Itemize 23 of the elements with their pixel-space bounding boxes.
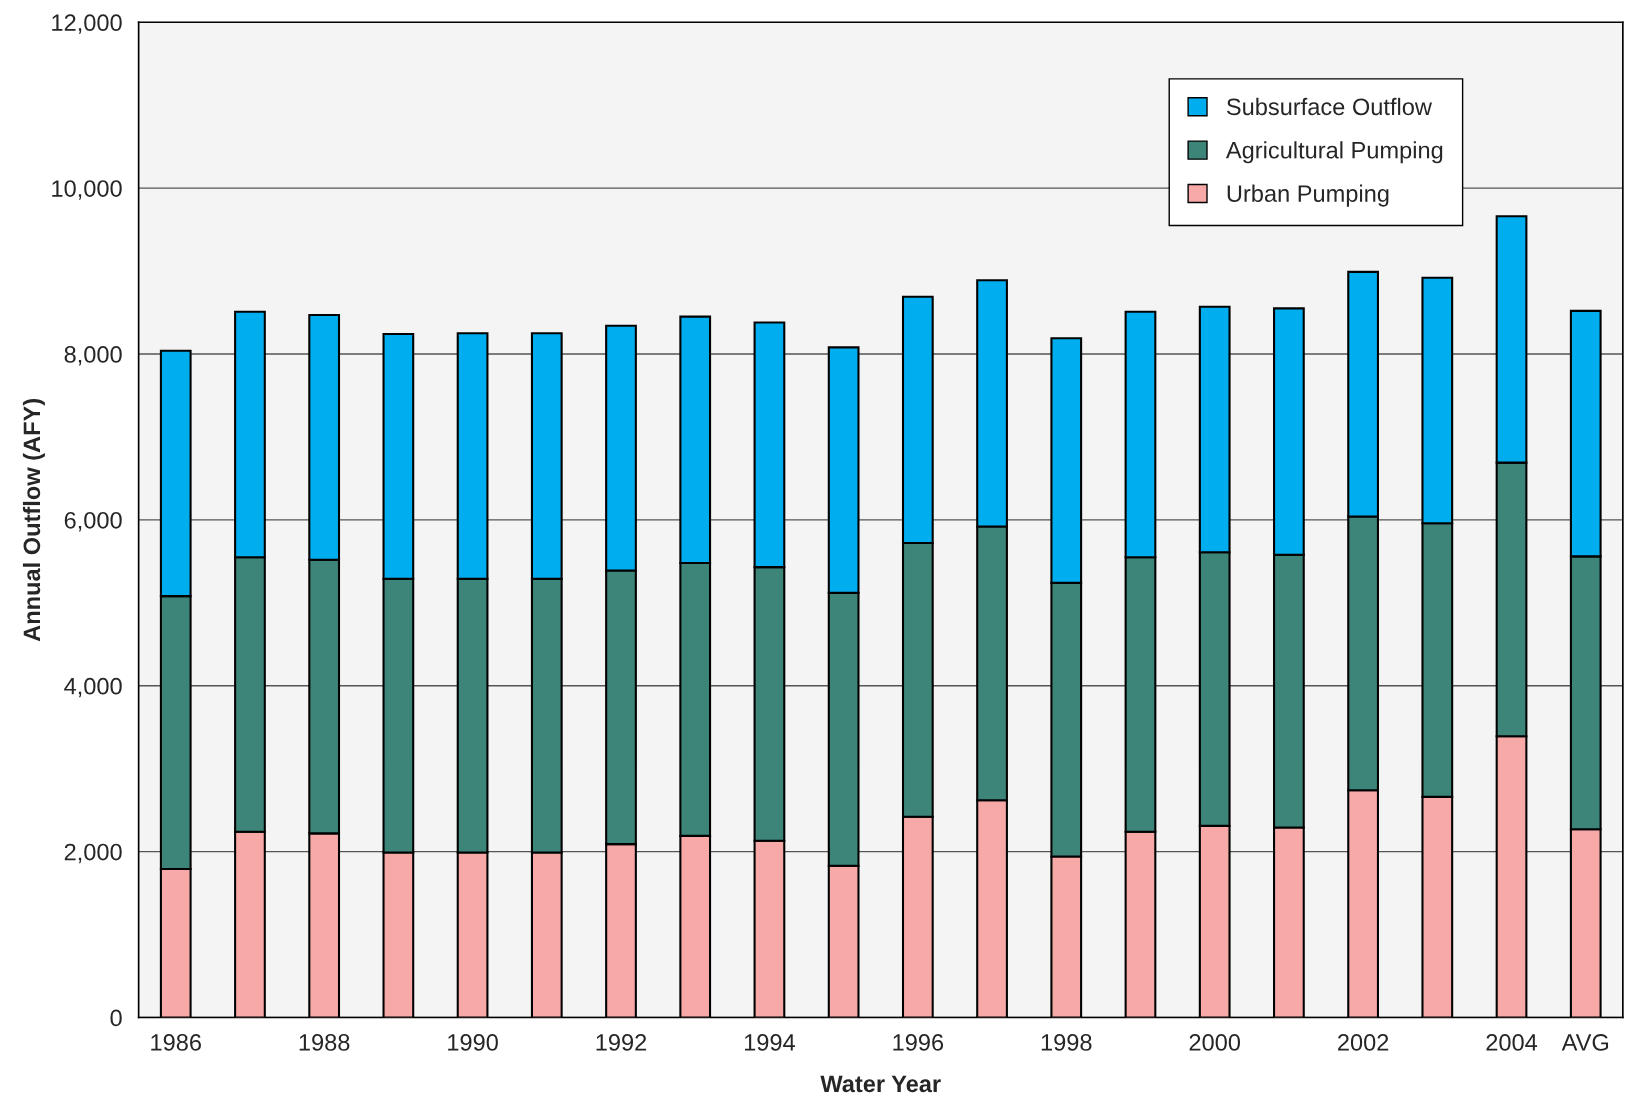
x-tick-label: 2000 [1189,1034,1241,1051]
x-tick-label: 1992 [596,1034,647,1051]
legend-label: Agricultural Pumping [1225,141,1443,164]
x-tick-label: 1994 [744,1034,795,1051]
x-tick-label: 1986 [151,1034,201,1051]
x-axis-title: Water Year [820,1075,941,1093]
y-tick-label: 12,000 [52,14,122,34]
y-axis-title: Annual Outflow (AFY) [22,399,45,642]
x-tick-label: 2002 [1338,1034,1389,1051]
x-tick-label: 1998 [1041,1034,1092,1051]
x-tick-label: AVG [1561,1034,1609,1051]
y-tick-label: 0 [110,1009,122,1027]
x-tick-label: 1988 [299,1034,350,1051]
x-tick-label: 2004 [1486,1034,1538,1051]
x-tick-label: 1996 [893,1034,944,1051]
legend-label: Urban Pumping [1227,184,1389,207]
y-tick-label: 10,000 [52,180,122,200]
y-tick-label: 2,000 [64,843,122,864]
y-tick-label: 4,000 [64,677,122,698]
x-tick-label: 1990 [448,1034,498,1051]
y-tick-label: 8,000 [64,346,122,366]
legend-label: Subsurface Outflow [1226,97,1432,116]
y-tick-label: 6,000 [64,511,122,532]
